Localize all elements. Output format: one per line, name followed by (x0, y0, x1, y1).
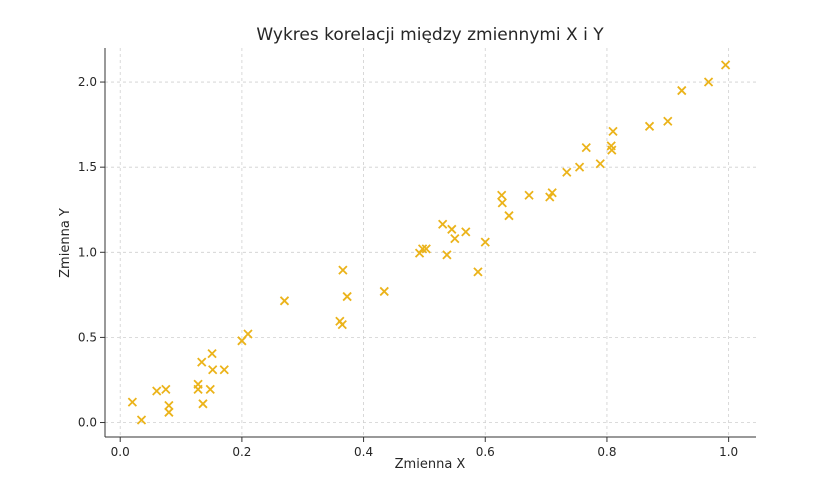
data-point (720, 60, 731, 70)
x-tick-label: 1.0 (719, 445, 738, 459)
tick-labels: 0.0 0.2 0.4 0.6 0.8 1.0 0.0 0.5 1.0 1.5 2.0 (78, 75, 738, 459)
data-point (581, 142, 591, 153)
x-tick-label: 0.0 (111, 445, 130, 459)
data-point (480, 237, 490, 247)
data-point (342, 291, 352, 302)
data-point (161, 384, 171, 394)
data-points (127, 60, 731, 425)
data-point (545, 192, 555, 202)
data-point (421, 244, 431, 254)
y-tick-label: 2.0 (78, 75, 97, 89)
data-point (524, 190, 534, 200)
data-point (338, 265, 348, 275)
data-point (461, 227, 471, 237)
data-point (219, 365, 229, 375)
data-point (243, 329, 253, 339)
y-tick-label: 0.0 (78, 416, 97, 430)
data-point (207, 348, 217, 359)
data-point (595, 159, 605, 169)
chart-title: Wykres korelacji między zmiennymi X i Y (256, 25, 604, 45)
axes (100, 48, 756, 442)
data-point (136, 415, 147, 425)
data-point (164, 400, 174, 411)
data-point (442, 250, 452, 260)
data-point (193, 384, 203, 394)
data-point (703, 77, 714, 87)
data-point (663, 116, 673, 126)
data-point (447, 224, 457, 234)
data-point (198, 399, 208, 409)
data-point (547, 188, 557, 198)
data-point (574, 162, 585, 172)
data-point (197, 357, 207, 367)
data-point (607, 145, 617, 155)
data-point (417, 244, 428, 254)
data-point (379, 286, 389, 297)
data-point (205, 384, 215, 394)
x-axis-label: Zmienna X (395, 457, 466, 472)
data-point (279, 296, 290, 306)
y-tick-label: 1.0 (78, 245, 97, 259)
x-tick-label: 0.6 (476, 445, 495, 459)
data-point (677, 85, 687, 96)
y-axis-label: Zmienna Y (58, 208, 73, 278)
data-point (644, 121, 655, 131)
data-point (504, 211, 514, 221)
data-point (497, 198, 507, 208)
x-tick-label: 0.8 (597, 445, 616, 459)
data-point (497, 190, 507, 200)
data-point (208, 365, 218, 375)
x-tick-label: 0.2 (232, 445, 251, 459)
x-tick-label: 0.4 (354, 445, 373, 459)
data-point (438, 219, 448, 229)
data-point (337, 320, 347, 330)
grid-lines (105, 48, 756, 437)
data-point (127, 397, 138, 407)
y-tick-label: 1.5 (78, 160, 97, 174)
data-point (152, 386, 162, 396)
data-point (164, 407, 174, 417)
data-point (450, 234, 460, 244)
data-point (562, 167, 572, 177)
y-tick-label: 0.5 (78, 330, 97, 344)
data-point (473, 267, 483, 277)
data-point (608, 126, 618, 137)
